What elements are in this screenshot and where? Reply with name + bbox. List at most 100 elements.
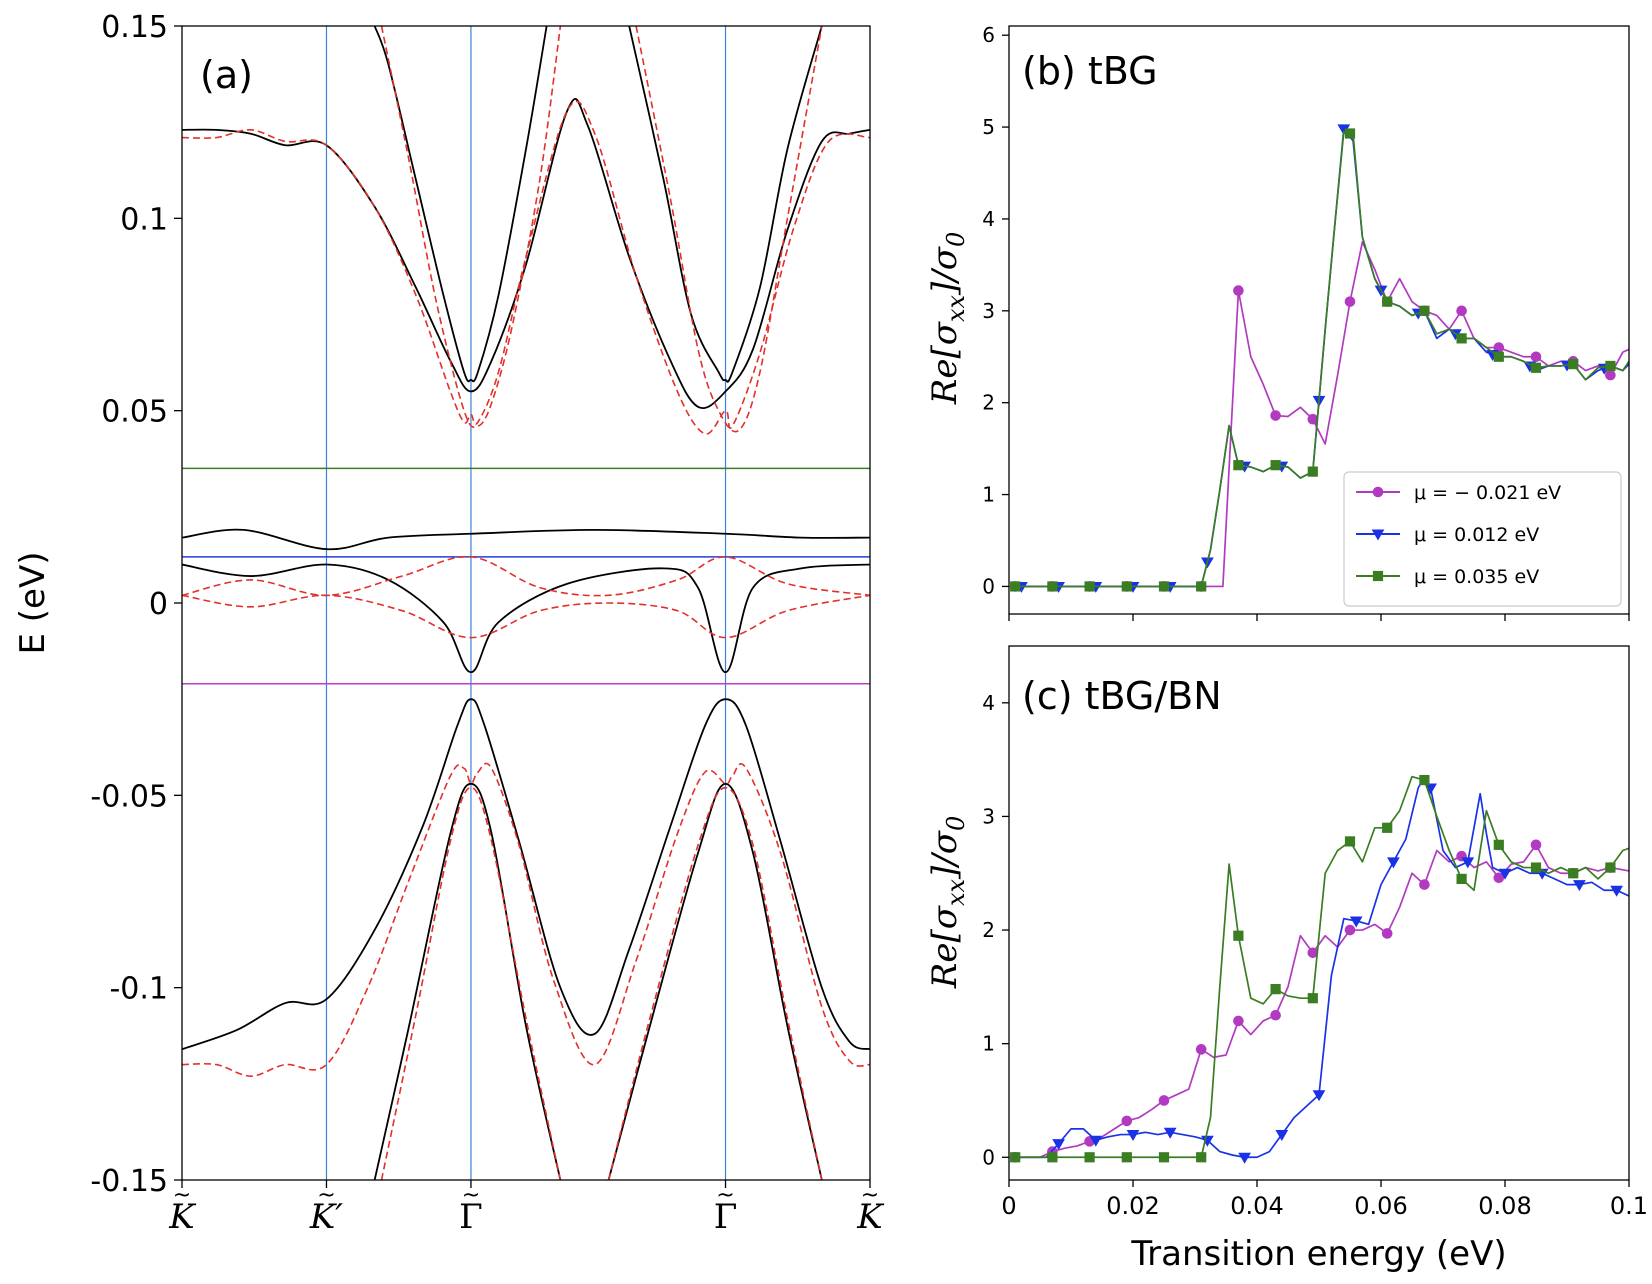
panel-c-marker-2 [1456, 873, 1467, 885]
panel-a-plot-area [182, 26, 870, 1180]
panel-a-band-structure: 0.150.10.050-0.05-0.1-0.15 K~K′~Γ~Γ~K~ (… [13, 10, 885, 1237]
panel-c-xtick-label: 0.08 [1478, 1192, 1531, 1220]
panel-b-marker-2 [1530, 362, 1542, 373]
panel-c-marker-1 [1498, 868, 1512, 880]
panel-c-label: (c) tBG/BN [1022, 674, 1222, 718]
panel-b-ytick-label: 2 [982, 391, 995, 415]
panel-c-ytick-label: 1 [982, 1032, 995, 1056]
panel-c-marker-1 [1275, 1130, 1289, 1142]
panel-c-y-axis-title: Re[σxx]/σ0 [925, 816, 970, 990]
panel-b-plot-area [1009, 124, 1629, 593]
panel-c-frame [1008, 645, 1630, 1181]
panel-c-marker-0 [1344, 924, 1356, 936]
panel-b-ytick-label: 5 [982, 115, 995, 139]
panel-c-marker-0 [1530, 839, 1542, 851]
panel-a-kpoint-tilde: ~ [462, 1183, 480, 1208]
panel-c-series-1 [1015, 775, 1629, 1159]
panel-c-ytick-label: 4 [982, 691, 995, 715]
panel-b-marker-2 [1196, 581, 1207, 592]
panel-b-legend-box [1343, 471, 1622, 607]
panel-c-plot-area [1009, 774, 1629, 1164]
panel-c-xtick-label: 0.02 [1106, 1192, 1159, 1220]
panel-c-marker-2 [1605, 862, 1616, 873]
panel-b-marker-2 [1010, 581, 1021, 592]
panel-c-x-ticks: 0 0.02 0.04 0.06 0.08 0.1 [1001, 1180, 1648, 1220]
panel-a-ytick-label: 0.15 [101, 10, 168, 45]
panel-a-band-2 [628, 26, 823, 383]
panel-b-marker-2 [1605, 360, 1616, 372]
panel-c-marker-2 [1419, 774, 1430, 786]
panel-c-marker-2 [1493, 839, 1504, 850]
panel-c-marker-2 [1307, 993, 1318, 1004]
panel-c-marker-0 [1233, 1015, 1244, 1027]
panel-c-marker-1 [1349, 916, 1363, 928]
panel-b-legend-marker-0 [1372, 486, 1384, 498]
panel-b-frame [1008, 25, 1630, 615]
panel-b-y-axis-title: Re[σxx]/σ0 [925, 232, 970, 406]
panel-c-marker-2 [1121, 1152, 1132, 1163]
panel-b-marker-0 [1605, 369, 1616, 381]
panel-b-legend-entry-1: μ = 0.012 eV [1414, 524, 1539, 546]
panel-b-marker-0 [1530, 351, 1542, 363]
panel-c-marker-1 [1573, 880, 1586, 892]
panel-c-marker-0 [1195, 1044, 1207, 1055]
panel-c-y-ticks: 0 1 2 3 4 [982, 691, 1009, 1169]
panel-a-band-6 [373, 782, 562, 1180]
panel-c-marker-1 [1052, 1139, 1065, 1151]
panel-b-marker-2 [1121, 581, 1132, 592]
panel-a-kpoint-label: K [168, 1197, 197, 1237]
panel-b-marker-0 [1307, 413, 1319, 425]
panel-a-label: (a) [200, 53, 253, 97]
panel-a-band-1 [373, 26, 548, 383]
panel-b-ytick-label: 3 [982, 299, 995, 323]
panel-b-series-2 [1015, 130, 1629, 588]
panel-c-marker-2 [1233, 930, 1244, 941]
panel-b-marker-2 [1344, 128, 1356, 139]
panel-a-kpoint-label: Γ [459, 1197, 483, 1237]
panel-c-marker-2 [1344, 836, 1356, 847]
panel-b-marker-2 [1456, 333, 1467, 344]
panel-c-series-0 [1015, 843, 1629, 1159]
panel-b-legend: μ = − 0.021 eV μ = 0.012 eV μ = 0.035 eV [1343, 471, 1622, 607]
panel-a-y-axis-title: E (eV) [13, 552, 53, 655]
panel-b-tbg-conductivity: 0 1 2 3 4 5 6 (b) tBG Re[σxx]/σ0 μ = − 0.021 e… [925, 23, 1630, 621]
panel-c-marker-2 [1382, 822, 1393, 833]
panel-b-marker-0 [1456, 305, 1467, 317]
panel-b-y-ticks: 0 1 2 3 4 5 6 [982, 23, 1009, 598]
panel-b-marker-2 [1568, 359, 1579, 370]
panel-a-kpoint-tilde: ~ [317, 1183, 335, 1208]
panel-c-marker-0 [1493, 872, 1505, 884]
panel-b-marker-2 [1047, 581, 1058, 592]
panel-a-kpoint-label: K′ [309, 1197, 343, 1237]
panel-a-band-10 [635, 26, 823, 433]
panel-a-band-5 [182, 698, 870, 1051]
panel-a-band-13 [182, 762, 870, 1077]
panel-b-series-0 [1015, 241, 1629, 588]
panel-b-label: (b) tBG [1022, 49, 1158, 93]
panel-a-kpoint-tilde: ~ [173, 1183, 191, 1208]
panel-c-marker-2 [1158, 1152, 1170, 1163]
panel-b-marker-2 [1493, 351, 1504, 362]
panel-a-band-3 [182, 528, 870, 551]
panel-b-legend-marker-1 [1371, 529, 1385, 541]
panel-a-band-8 [182, 100, 870, 435]
panel-a-band-14 [380, 786, 562, 1180]
panel-c-marker-1 [1238, 1152, 1251, 1164]
panel-b-ytick-label: 1 [982, 483, 995, 507]
panel-c-x-axis-title: Transition energy (eV) [1130, 1234, 1506, 1274]
panel-c-xtick-label: 0.06 [1354, 1192, 1407, 1220]
panel-a-ytick-label: -0.1 [109, 972, 168, 1007]
panel-b-marker-2 [1084, 581, 1095, 592]
panel-c-marker-1 [1163, 1127, 1177, 1139]
panel-a-band-15 [607, 786, 823, 1180]
panel-b-marker-2 [1158, 581, 1170, 592]
panel-b-ytick-label: 0 [982, 574, 995, 598]
panel-c-marker-2 [1084, 1152, 1095, 1163]
panel-a-band-12 [182, 594, 870, 639]
panel-c-ytick-label: 3 [982, 804, 995, 828]
panel-b-ytick-label: 4 [982, 207, 995, 231]
panel-a-ytick-label: -0.05 [90, 779, 168, 814]
panel-c-tbgbn-conductivity: 0 1 2 3 4 0 0.02 0.04 0.06 0.08 0.1 (c) tBG/BN Re… [925, 645, 1648, 1274]
panel-a-ytick-label: 0.1 [120, 202, 168, 237]
panel-a-band-11 [182, 555, 870, 597]
